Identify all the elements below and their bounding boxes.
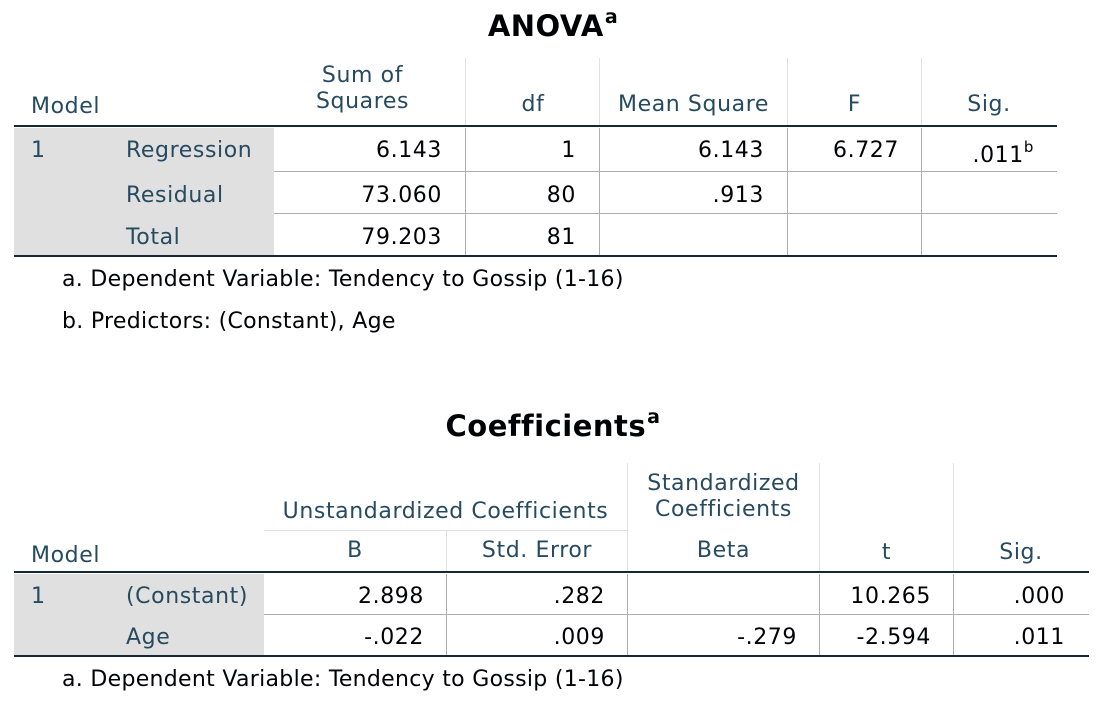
coefficients-header-divider — [819, 463, 820, 572]
anova-sig-footnote-mark: b — [1023, 138, 1034, 156]
coefficients-cell-b: 2.898 — [358, 584, 424, 609]
anova-body-divider — [787, 128, 788, 255]
coefficients-header-se: Std. Error — [481, 538, 593, 563]
anova-cell-sig: .011b — [972, 138, 1034, 168]
anova-header-model: Model — [31, 94, 101, 119]
anova-footnote: b. Predictors: (Constant), Age — [62, 309, 396, 334]
coefficients-row-rule — [264, 614, 1089, 615]
anova-cell-df: 81 — [546, 225, 576, 250]
coefficients-model-number: 1 — [31, 584, 46, 609]
anova-cell-ms: 6.143 — [698, 138, 764, 163]
coefficients-header-std: Standardized Coefficients — [647, 471, 800, 522]
coefficients-cell-b: -.022 — [364, 625, 424, 650]
coefficients-header-divider — [627, 463, 628, 572]
coefficients-title: Coefficientsa — [445, 406, 661, 443]
coefficients-row-label: Age — [126, 625, 171, 650]
coefficients-cell-beta: -.279 — [737, 625, 797, 650]
anova-cell-ss: 73.060 — [361, 183, 442, 208]
anova-header-divider — [921, 58, 922, 126]
anova-cell-df: 1 — [561, 138, 576, 163]
coefficients-cell-t: 10.265 — [850, 584, 931, 609]
anova-title-footnote-mark: a — [604, 6, 619, 28]
anova-row-rule — [274, 171, 1057, 172]
anova-header-ms: Mean Square — [618, 92, 769, 117]
coefficients-cell-t: -2.594 — [856, 625, 931, 650]
coefficients-header-unstd: Unstandardized Coefficients — [282, 499, 609, 524]
coefficients-header-sig: Sig. — [999, 540, 1043, 565]
coefficients-cell-se: .282 — [553, 584, 605, 609]
coefficients-header-rule — [14, 571, 1089, 573]
anova-cell-ss: 79.203 — [361, 225, 442, 250]
anova-header-ss: Sum of Squares — [315, 63, 410, 114]
anova-header-divider — [787, 58, 788, 126]
anova-title: ANOVAa — [487, 6, 619, 43]
anova-header-divider — [599, 58, 600, 126]
coefficients-header-b: B — [347, 538, 363, 563]
anova-header-sig: Sig. — [967, 92, 1011, 117]
anova-cell-ms: .913 — [712, 183, 764, 208]
coefficients-title-footnote-mark: a — [647, 406, 661, 428]
coefficients-cell-sig: .000 — [1013, 584, 1065, 609]
anova-model-number: 1 — [31, 138, 46, 163]
anova-header-f: F — [847, 92, 862, 117]
anova-label-shade — [14, 128, 274, 255]
anova-cell-f: 6.727 — [833, 138, 899, 163]
anova-header-divider — [465, 58, 466, 126]
anova-body-divider — [921, 128, 922, 255]
coefficients-bottom-rule — [14, 655, 1089, 657]
coefficients-header-t: t — [881, 540, 892, 565]
anova-cell-df: 80 — [546, 183, 576, 208]
anova-row-rule — [274, 213, 1057, 214]
coefficients-header-divider — [446, 531, 447, 572]
coefficients-header-subrule — [264, 530, 627, 531]
coefficients-header-beta: Beta — [696, 538, 751, 563]
anova-bottom-rule — [14, 255, 1057, 257]
anova-row-label: Regression — [126, 138, 253, 163]
coefficients-header-model: Model — [31, 543, 101, 568]
anova-body-divider — [599, 128, 600, 255]
anova-row-label: Total — [126, 225, 181, 250]
anova-row-label: Residual — [126, 183, 224, 208]
anova-body-divider — [465, 128, 466, 255]
coefficients-cell-sig: .011 — [1013, 625, 1065, 650]
coefficients-footnote: a. Dependent Variable: Tendency to Gossi… — [62, 667, 624, 692]
coefficients-header-divider — [953, 463, 954, 572]
anova-header-df: df — [521, 92, 545, 117]
coefficients-cell-se: .009 — [553, 625, 605, 650]
anova-cell-ss: 6.143 — [376, 138, 442, 163]
anova-header-rule — [14, 125, 1057, 127]
coefficients-row-label: (Constant) — [126, 584, 249, 609]
anova-footnote: a. Dependent Variable: Tendency to Gossi… — [62, 267, 624, 292]
coefficients-label-shade — [14, 574, 264, 655]
